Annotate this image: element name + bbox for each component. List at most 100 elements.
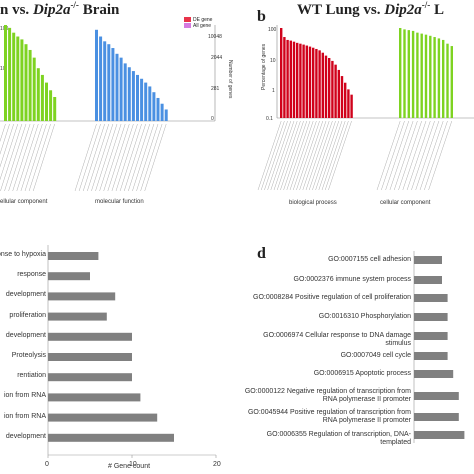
panel-b-tick-label-0-12	[296, 120, 320, 191]
panel-c-x-tick-1: 10	[129, 461, 137, 468]
panel-a-tick-label-1-2	[83, 123, 105, 192]
panel-b-y-tick-1: 10	[270, 58, 276, 64]
panel-a-tick-label-1-16	[140, 123, 163, 192]
panel-b-bar-0-5	[296, 42, 299, 118]
panel-a-tick-label-0-6	[8, 123, 31, 192]
panel-a-bar-0-9	[40, 74, 44, 121]
panel-b-bar-1-7	[429, 35, 432, 118]
panel-c-term-labels: onse to hypoxia response development prolif…	[0, 237, 46, 474]
panel-b-tick-label-0-5	[273, 120, 298, 191]
panel-a-bar-0-11	[49, 90, 53, 121]
panel-d-term-labels: GO:0007155 cell adhesion GO:0002376 immun…	[237, 237, 411, 474]
y-right-tick-1: 2044	[211, 55, 222, 61]
panel-b-bar-1-12	[450, 46, 453, 118]
panel-d-bar-5	[414, 352, 448, 360]
panel-c-bar-8	[48, 413, 158, 422]
panel-a-tick-label-1-8	[107, 123, 130, 192]
panel-a-tick-label-1-9	[111, 123, 134, 192]
panel-a-bar-0-10	[45, 82, 48, 121]
legend-item-all: All gene	[184, 23, 212, 29]
panel-b-tick-label-0-22	[328, 120, 352, 191]
panel-c-term-8: ion from RNA	[3, 412, 46, 420]
panel-b-tick-label-0-17	[312, 120, 336, 191]
panel-a-tick-label-0-8	[16, 123, 39, 192]
panel-a-tick-label-0-10	[24, 123, 47, 192]
panel-a-bar-1-11	[140, 78, 144, 121]
panel-b-bar-1-5	[420, 33, 423, 119]
panel-c-bar-6	[48, 373, 132, 382]
panel-a-tick-label-1-13	[128, 123, 150, 192]
panel-d-term-5: GO:0007049 cell cycle	[340, 352, 411, 359]
panel-a-tick-label-1-17	[144, 123, 167, 192]
panel-a-bar-0-5	[24, 44, 28, 122]
panel-d-bar-0	[414, 256, 442, 264]
panel-b-y-tick-3: 0.1	[266, 116, 273, 122]
panel-b-bar-0-3	[289, 40, 292, 118]
panel-a-bar-0-0	[4, 25, 7, 121]
panel-d-bar-8	[414, 413, 459, 421]
panel-b-tick-label-1-6	[402, 120, 427, 191]
panel-a-tick-label-0-5	[4, 123, 27, 192]
y-right-tick-2: 281	[211, 86, 220, 92]
panel-d-letter: d	[257, 245, 266, 262]
panel-a-tick-label-1-0	[74, 123, 97, 192]
panel-b-tick-label-0-2	[264, 120, 288, 191]
panel-c-bar-3	[48, 312, 107, 321]
panel-b-bar-0-10	[312, 47, 315, 118]
panel-a-tick-label-0-12	[33, 123, 55, 192]
panel-b-tick-label-0-18	[315, 120, 339, 191]
panel-b-tick-label-1-5	[398, 120, 422, 191]
panel-a-bar-0-12	[53, 97, 57, 121]
panel-a-bar-0-3	[16, 36, 20, 121]
panel-a-category-1: molecular function	[95, 199, 144, 205]
panel-a-bar-1-5	[115, 53, 119, 121]
panel-c-bar-0	[48, 252, 99, 260]
panel-d-term-9: GO:0006355 Regulation of transcription, …	[266, 431, 411, 446]
panel-a-tick-label-1-1	[78, 123, 101, 192]
panel-b-bar-0-1	[283, 37, 286, 118]
panel-b-tick-label-0-13	[299, 120, 323, 191]
panel-b-bar-0-12	[318, 50, 321, 118]
panel-b-bar-1-9	[437, 38, 441, 118]
legend-swatch-all	[184, 23, 191, 29]
panel-a-tick-label-1-12	[124, 123, 146, 192]
panel-c-bar-2	[48, 292, 116, 301]
panel-a-tick-label-1-7	[103, 123, 126, 192]
panel-b-tick-label-0-7	[280, 120, 304, 191]
panel-b-bar-0-4	[292, 41, 296, 118]
panel-b-category-0: biological process	[289, 200, 337, 206]
panel-b-bar-1-11	[446, 43, 449, 118]
panel-a-bar-1-0	[95, 29, 98, 121]
panel-b-tick-label-1-10	[419, 120, 444, 191]
panel-a-bar-1-13	[148, 86, 152, 121]
panel-d-term-8: GO:0045944 Positive regulation of transc…	[247, 409, 411, 424]
panel-b-bar-0-9	[308, 46, 312, 119]
panel-b-bar-1-1	[403, 29, 406, 118]
legend-swatch-de	[184, 17, 191, 23]
panel-a-title: n vs. Dip2a-/- Brain	[0, 0, 120, 18]
panel-b-bar-0-11	[315, 48, 318, 118]
panel-a-tick-label-0-1	[0, 123, 10, 155]
panel-c-term-7: ion from RNA	[3, 392, 46, 400]
panel-d-bar-6	[414, 370, 454, 378]
panel-a-title-suffix: Brain	[78, 2, 120, 18]
panel-c-x-tick-2: 20	[213, 461, 221, 468]
panel-b-tick-label-0-8	[283, 120, 307, 191]
panel-b-tick-label-0-3	[267, 120, 291, 191]
panel-a-bar-1-9	[131, 71, 135, 121]
panel-a-bar-1-1	[99, 36, 103, 121]
panel-a-bar-1-15	[156, 97, 160, 121]
y-right-tick-3: 0	[211, 116, 214, 122]
panel-b-y-tick-0: 100	[268, 27, 277, 33]
panel-a-bar-1-16	[160, 103, 164, 121]
panel-b-bar-0-2	[286, 39, 289, 118]
panel-b-letter: b	[257, 8, 266, 25]
panel-a-tick-label-0-2	[0, 123, 14, 168]
panel-a-bar-1-14	[152, 92, 156, 121]
panel-b-bar-0-16	[331, 60, 334, 118]
panel-a-bar-1-10	[136, 74, 139, 121]
panel-a-bar-0-4	[20, 39, 24, 121]
panel-c-bar-4	[48, 332, 132, 341]
panel-a-chart: 100 10 10048 2044 281 0 Number of genes	[0, 25, 233, 192]
panel-b-title-gene: Dip2a	[384, 2, 422, 18]
